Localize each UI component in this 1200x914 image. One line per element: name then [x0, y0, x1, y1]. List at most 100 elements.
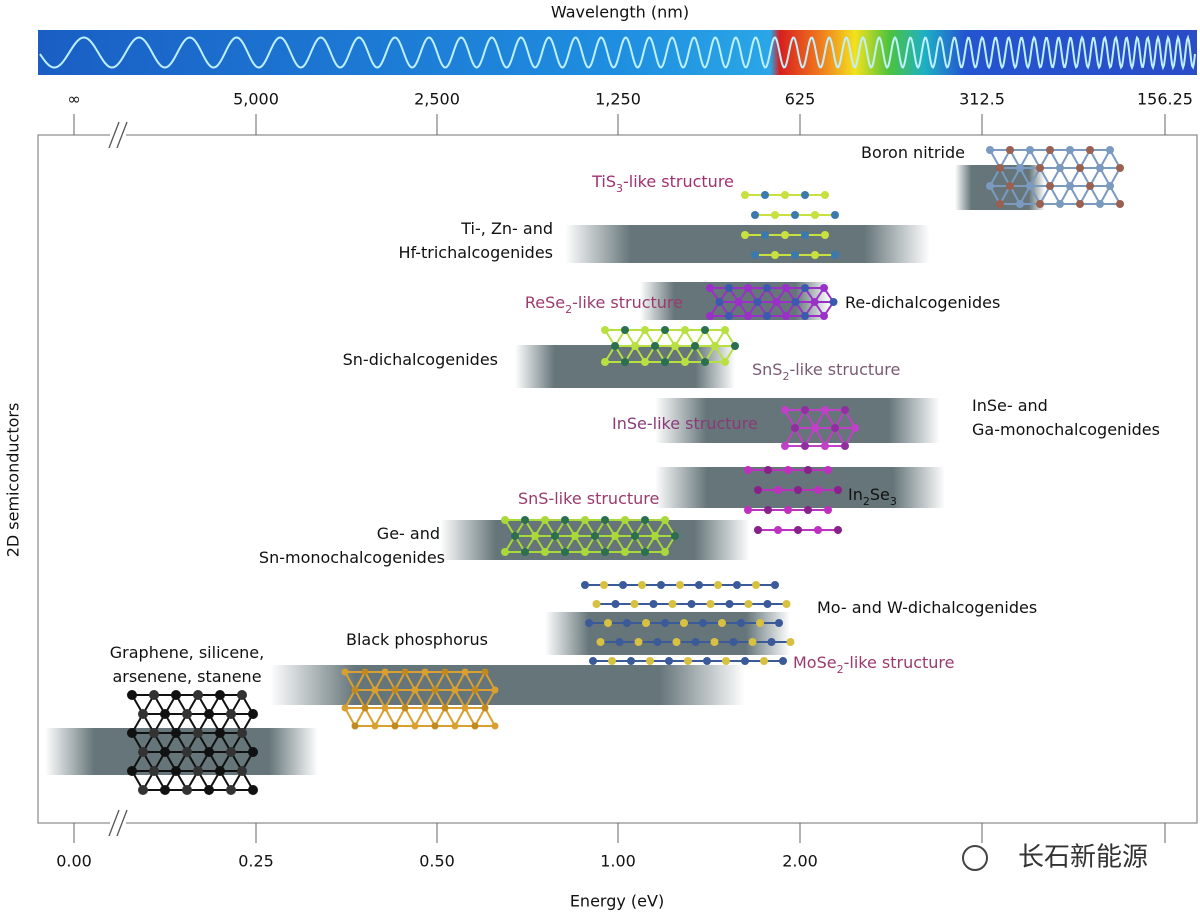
- atom: [771, 211, 779, 219]
- atom: [621, 358, 629, 366]
- atom: [744, 466, 752, 474]
- atom: [831, 424, 839, 432]
- gap-range-bar: [565, 225, 930, 263]
- atom: [215, 690, 225, 700]
- atom: [351, 686, 359, 694]
- subscript: 2: [837, 663, 844, 676]
- atom: [821, 191, 829, 199]
- atom: [1106, 182, 1114, 190]
- atom: [791, 211, 799, 219]
- wavelength-tick-label: 2,500: [414, 90, 460, 109]
- atom: [706, 284, 714, 292]
- atom: [401, 668, 409, 676]
- atom: [814, 486, 822, 494]
- atom: [764, 506, 772, 514]
- atom: [634, 638, 643, 646]
- atom: [1056, 200, 1064, 208]
- atom: [401, 704, 409, 712]
- crystal-structure: [501, 516, 679, 556]
- atom: [824, 506, 832, 514]
- atom: [361, 668, 369, 676]
- label: Hf-trichalcogenides: [398, 243, 553, 262]
- atom: [744, 312, 752, 320]
- atom: [771, 251, 779, 259]
- atom: [791, 298, 800, 306]
- atom: [193, 766, 203, 776]
- atom: [731, 342, 739, 350]
- atom: [744, 284, 752, 292]
- label-part: Sn-monochalcogenides: [259, 548, 445, 567]
- axis-break: [116, 809, 128, 837]
- atom: [1016, 200, 1024, 208]
- atom: [248, 785, 258, 795]
- atom: [521, 516, 529, 524]
- label-part: TiS: [591, 172, 616, 191]
- atom: [782, 312, 790, 320]
- atom: [784, 466, 792, 474]
- atom: [371, 722, 379, 730]
- atom: [763, 312, 771, 320]
- atom: [774, 486, 782, 494]
- atom: [744, 506, 752, 514]
- atom: [725, 600, 734, 608]
- atom: [721, 358, 729, 366]
- atom: [501, 548, 509, 556]
- atom: [821, 406, 829, 414]
- atom: [226, 747, 236, 757]
- atom: [592, 600, 601, 608]
- atom: [619, 581, 627, 589]
- atom: [801, 191, 809, 199]
- subscript: 2: [863, 495, 870, 508]
- atom: [801, 284, 809, 292]
- axis-break-gap: [110, 121, 126, 149]
- atom: [804, 466, 812, 474]
- atom: [193, 728, 203, 738]
- atom: [794, 486, 802, 494]
- atom: [501, 516, 509, 524]
- atom: [371, 686, 379, 694]
- label-part: SnS-like structure: [518, 489, 659, 508]
- crystal-structure: [986, 146, 1124, 208]
- atom: [1116, 164, 1124, 172]
- crystal-structure: [781, 406, 859, 450]
- atom: [741, 191, 749, 199]
- atom: [646, 657, 654, 665]
- atom: [681, 358, 689, 366]
- atom: [215, 728, 225, 738]
- atom: [834, 486, 842, 494]
- atom: [138, 709, 148, 719]
- atom: [781, 191, 789, 199]
- atom: [753, 298, 762, 306]
- label-part: -like structure: [572, 293, 683, 312]
- gap-range-bar: [545, 612, 790, 655]
- atom: [668, 600, 677, 608]
- atom: [722, 657, 730, 665]
- atom: [621, 516, 629, 524]
- atom: [171, 766, 181, 776]
- crystal-structure: [741, 191, 839, 259]
- atom: [661, 358, 669, 366]
- atom: [741, 657, 749, 665]
- atom: [642, 619, 650, 627]
- atom: [1066, 146, 1074, 154]
- atom: [411, 686, 419, 694]
- atom: [641, 358, 649, 366]
- atom: [391, 686, 399, 694]
- atom: [784, 506, 792, 514]
- atom: [703, 657, 711, 665]
- crystal-structure: [744, 466, 842, 534]
- atom: [461, 704, 469, 712]
- atom: [661, 619, 669, 627]
- atom: [604, 619, 612, 627]
- atom: [711, 342, 719, 350]
- label: InSe-like structure: [612, 414, 758, 433]
- atom: [481, 668, 489, 676]
- atom: [754, 526, 762, 534]
- atom: [661, 326, 669, 334]
- atom: [630, 600, 639, 608]
- atom: [138, 747, 148, 757]
- y-axis-label: 2D semiconductors: [4, 403, 23, 558]
- atom: [851, 424, 859, 432]
- atom: [1066, 182, 1074, 190]
- atom: [691, 638, 700, 646]
